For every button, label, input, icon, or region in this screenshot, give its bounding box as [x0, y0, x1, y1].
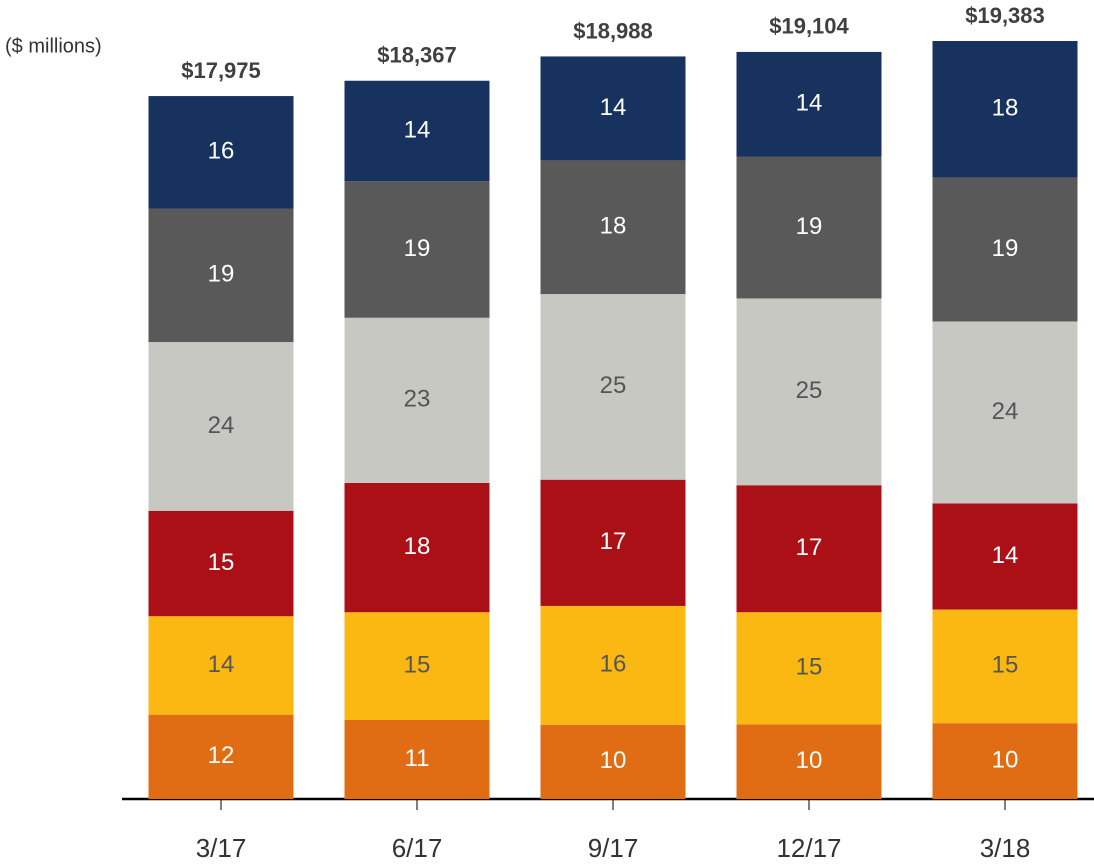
segment-label: 24: [992, 398, 1019, 425]
segment-label: 14: [992, 542, 1019, 569]
segment-label: 14: [404, 116, 431, 143]
segment-label: 19: [992, 235, 1019, 262]
segment-label: 15: [208, 549, 235, 576]
bar-segment: [736, 612, 882, 725]
bar-segment: [540, 160, 686, 295]
bar-segment: [148, 96, 294, 209]
segment-label: 19: [208, 261, 235, 288]
x-tick-label: 3/18: [980, 833, 1031, 863]
segment-label: 16: [208, 138, 235, 165]
segment-label: 19: [404, 235, 431, 262]
bar-segment: [540, 56, 686, 161]
x-tick-label: 9/17: [588, 833, 639, 863]
bar-segment: [736, 51, 882, 157]
bar-segment: [540, 605, 686, 725]
bar-segment: [540, 724, 686, 799]
unit-label: ($ millions): [5, 35, 102, 57]
segment-label: 10: [796, 747, 823, 774]
total-label: $19,383: [965, 3, 1045, 28]
segment-label: 15: [404, 651, 431, 678]
segment-label: 11: [405, 745, 430, 772]
bar-segment: [344, 612, 490, 720]
segment-label: 19: [796, 213, 823, 240]
bar-segment: [148, 208, 294, 343]
bar-segment: [344, 482, 490, 613]
segment-label: 15: [796, 654, 823, 681]
bar-segment: [932, 321, 1078, 504]
segment-label: 12: [208, 742, 235, 769]
bar-segment: [932, 723, 1078, 799]
total-label: $19,104: [769, 14, 849, 39]
bar-segment: [344, 719, 490, 799]
segment-label: 23: [404, 386, 431, 413]
segment-label: 14: [208, 651, 235, 678]
segment-label: 17: [796, 534, 823, 561]
bar-segment: [736, 156, 882, 299]
segment-label: 18: [600, 213, 627, 240]
total-label: $18,367: [377, 43, 457, 68]
segment-label: 25: [796, 377, 823, 404]
bar-segment: [736, 298, 882, 486]
segment-label: 10: [600, 747, 627, 774]
bar-segment: [344, 80, 490, 182]
bar-segment: [932, 503, 1078, 610]
segment-label: 15: [992, 652, 1019, 679]
bar-segment: [148, 616, 294, 715]
total-label: $17,975: [181, 58, 261, 83]
bar-segment: [540, 479, 686, 606]
bar-segment: [736, 724, 882, 799]
total-label: $18,988: [573, 18, 653, 43]
segment-label: 17: [600, 528, 627, 555]
bar-segment: [344, 181, 490, 318]
bar-segment: [932, 41, 1078, 178]
segment-label: 16: [600, 651, 627, 678]
bar-segment: [148, 510, 294, 617]
segment-label: 18: [992, 95, 1019, 122]
segment-label: 14: [600, 94, 627, 121]
x-tick-label: 12/17: [776, 833, 841, 863]
bar-segment: [932, 609, 1078, 724]
bar-segment: [932, 177, 1078, 322]
segment-label: 18: [404, 533, 431, 560]
bar-segment: [344, 317, 490, 483]
bar-segment: [148, 714, 294, 799]
segment-label: 25: [600, 372, 627, 399]
bar-segment: [736, 485, 882, 613]
bar-segment: [540, 294, 686, 480]
segment-label: 10: [992, 746, 1019, 773]
segment-label: 14: [796, 90, 823, 117]
bar-segment: [148, 342, 294, 511]
x-tick-label: 3/17: [196, 833, 247, 863]
segment-label: 24: [208, 412, 235, 439]
x-tick-label: 6/17: [392, 833, 443, 863]
